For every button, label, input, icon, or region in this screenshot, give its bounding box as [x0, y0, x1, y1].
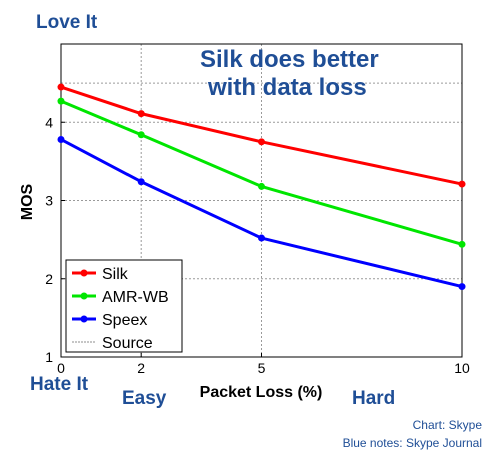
- headline-line-2: with data loss: [208, 74, 367, 101]
- data-point-speex: [258, 234, 265, 242]
- y-tick-label: 3: [45, 193, 53, 209]
- data-point-speex: [458, 283, 466, 291]
- love-it-note: Love It: [36, 12, 98, 33]
- chart-credit: Chart: Skype: [412, 418, 482, 432]
- legend-label-source: Source: [102, 335, 153, 352]
- x-tick-label: 2: [137, 360, 145, 376]
- y-tick-label: 4: [45, 114, 53, 130]
- series-line-amr-wb: [60, 99, 463, 246]
- y-tick-label: 1: [45, 349, 53, 365]
- data-point-amr-wb: [57, 97, 65, 105]
- legend-label-speex: Speex: [102, 312, 147, 329]
- legend-marker-silk: [80, 269, 88, 277]
- data-point-silk: [57, 83, 65, 91]
- data-point-silk: [458, 180, 466, 188]
- data-point-silk: [258, 138, 265, 146]
- legend-label-amr-wb: AMR-WB: [102, 289, 169, 306]
- series-line-silk: [60, 85, 463, 186]
- legend-marker-speex: [80, 315, 88, 323]
- data-point-silk: [137, 110, 145, 118]
- series-lines: [57, 83, 466, 291]
- axis-ticks: 0 2 5 10 1 2 3 4: [45, 114, 470, 376]
- legend: Silk AMR-WB Speex Source: [65, 259, 183, 353]
- easy-note: Easy: [122, 388, 167, 409]
- x-tick-label: 0: [57, 360, 65, 376]
- x-axis-label: Packet Loss (%): [200, 384, 323, 401]
- hate-it-note: Hate It: [30, 374, 89, 395]
- series-line-speex: [60, 138, 463, 289]
- data-point-speex: [137, 178, 145, 186]
- notes-credit: Blue notes: Skype Journal: [342, 436, 482, 450]
- data-point-amr-wb: [137, 131, 145, 139]
- data-point-amr-wb: [258, 182, 265, 190]
- x-tick-label: 5: [258, 360, 266, 376]
- data-point-amr-wb: [458, 240, 466, 248]
- y-axis-label: MOS: [19, 183, 36, 220]
- y-tick-label: 2: [45, 271, 53, 287]
- legend-label-silk: Silk: [102, 266, 129, 283]
- x-tick-label: 10: [454, 360, 470, 376]
- hard-note: Hard: [352, 388, 396, 409]
- data-point-speex: [57, 135, 65, 143]
- headline-line-1: Silk does better: [200, 46, 379, 73]
- legend-marker-amr-wb: [80, 292, 88, 300]
